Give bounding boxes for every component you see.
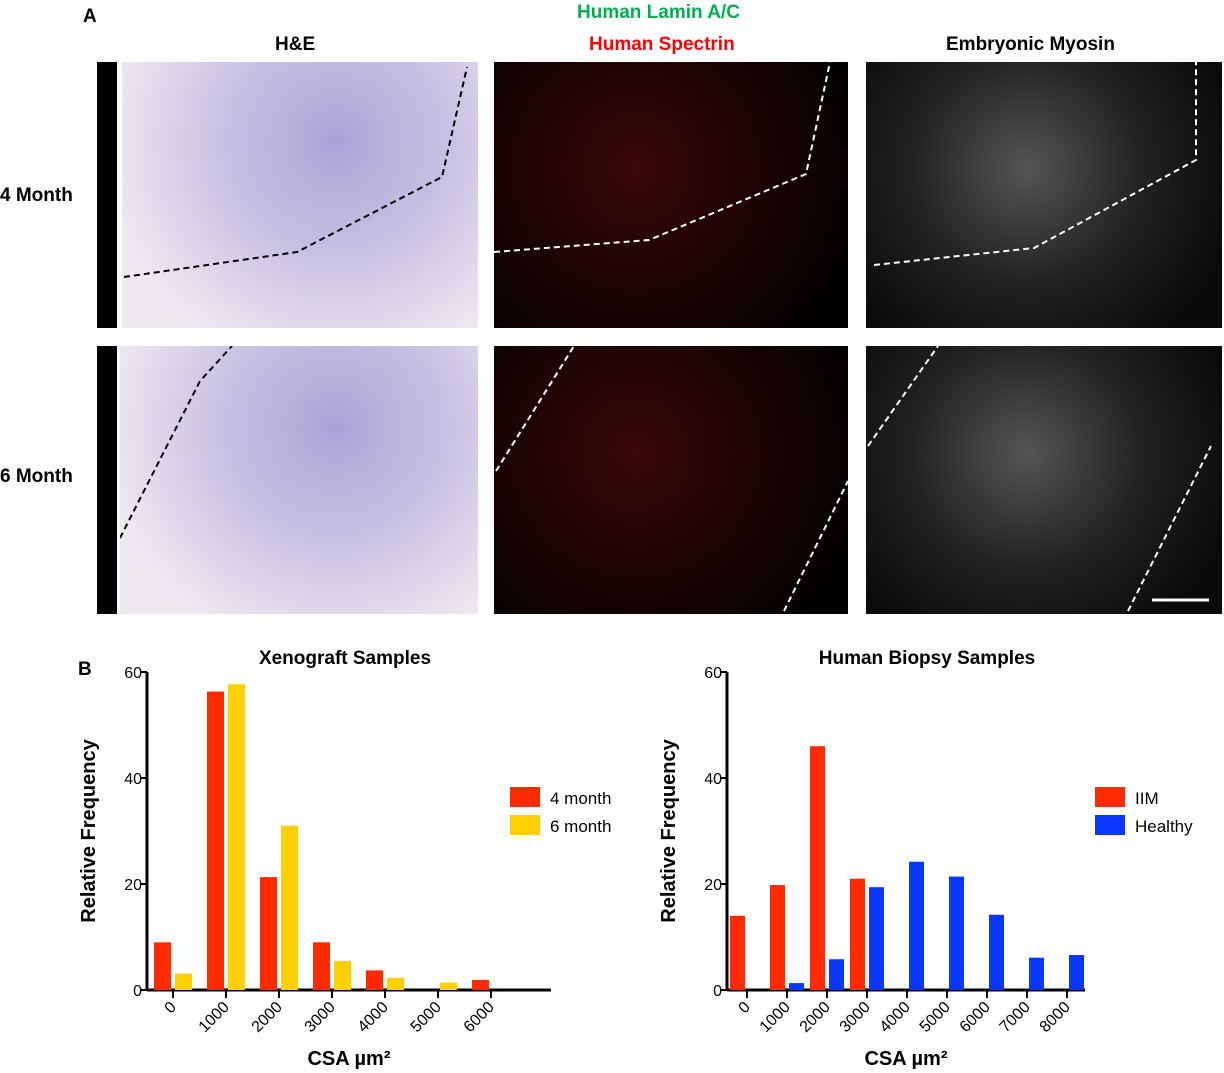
chart-title: Xenograft Samples <box>259 648 431 669</box>
x-tick-label: 5000 <box>408 999 445 1036</box>
lamin-label: Human Lamin A/C <box>577 2 740 23</box>
bar-6-month <box>387 977 404 990</box>
myosin-4month-image <box>866 62 1222 328</box>
y-tick-label: 20 <box>124 877 142 894</box>
x-tick-label: 1000 <box>757 999 794 1036</box>
bar-6-month <box>228 684 245 990</box>
x-tick-label: 8000 <box>1037 999 1074 1036</box>
bar-Healthy <box>949 876 964 990</box>
bar-4-month <box>260 877 277 990</box>
y-tick-label: 20 <box>704 877 722 894</box>
bar-6-month <box>175 973 192 990</box>
x-tick-label: 5000 <box>917 999 954 1036</box>
column-spectrin: Human Spectrin <box>589 34 735 55</box>
bar-IIM <box>810 746 825 990</box>
legend-swatch <box>510 787 540 807</box>
y-tick-label: 40 <box>124 771 142 788</box>
x-tick-label: 4000 <box>877 999 914 1036</box>
row-bar <box>97 62 117 328</box>
legend-swatch <box>510 815 540 835</box>
he-4month-image <box>122 62 478 328</box>
he-6month-image <box>120 346 478 614</box>
bar-4-month <box>154 942 171 990</box>
bar-Healthy <box>1029 957 1044 990</box>
column-he: H&E <box>275 34 316 55</box>
x-tick-label: 0 <box>736 999 754 1017</box>
column-myosin: Embryonic Myosin <box>946 34 1115 55</box>
bar-6-month <box>281 825 298 990</box>
chart-title: Human Biopsy Samples <box>819 648 1035 669</box>
row-4-month: 4 Month <box>0 185 73 206</box>
bar-Healthy <box>789 983 804 990</box>
bar-Healthy <box>1069 955 1084 990</box>
legend-label: IIM <box>1135 789 1159 808</box>
bar-Healthy <box>989 914 1004 990</box>
y-tick-label: 40 <box>704 771 722 788</box>
legend-swatch <box>1095 787 1125 807</box>
xenograft-chart: Xenograft Samples 0 20 40 60 0 1000 2000 3000 400… <box>78 648 611 1070</box>
x-axis-label: CSA µm² <box>864 1048 947 1070</box>
bar-4-month <box>207 691 224 990</box>
x-tick-label: 0 <box>162 999 180 1017</box>
panel-a-label: A <box>83 6 97 27</box>
legend-label: 4 month <box>550 789 611 808</box>
x-tick-label: 3000 <box>837 999 874 1036</box>
bar-4-month <box>472 979 489 990</box>
x-tick-label: 6000 <box>957 999 994 1036</box>
x-tick-label: 6000 <box>461 999 498 1036</box>
y-tick-label: 60 <box>704 665 722 682</box>
x-tick-label: 1000 <box>196 999 233 1036</box>
x-tick-label: 7000 <box>997 999 1034 1036</box>
x-tick-label: 2000 <box>249 999 286 1036</box>
bar-6-month <box>440 982 457 990</box>
row-bar <box>97 346 117 614</box>
fluor-6month-image <box>494 346 848 614</box>
legend-label: Healthy <box>1135 817 1193 836</box>
bar-IIM <box>770 885 785 990</box>
x-tick-label: 4000 <box>355 999 392 1036</box>
bar-Healthy <box>829 959 844 990</box>
bar-IIM <box>850 878 865 990</box>
bar-4-month <box>366 970 383 990</box>
y-tick-label: 0 <box>713 983 722 1000</box>
row-6-month: 6 Month <box>0 466 73 487</box>
legend-label: 6 month <box>550 817 611 836</box>
x-axis-label: CSA µm² <box>307 1048 390 1070</box>
y-tick-label: 0 <box>133 983 142 1000</box>
fluor-4month-image <box>494 62 848 328</box>
y-tick-label: 60 <box>124 665 142 682</box>
bar-Healthy <box>909 861 924 990</box>
bar-Healthy <box>869 887 884 990</box>
bar-4-month <box>313 942 330 990</box>
bar-IIM <box>730 915 745 990</box>
y-axis-label: Relative Frequency <box>78 738 100 922</box>
panel-b-label: B <box>78 659 92 680</box>
y-axis-label: Relative Frequency <box>658 738 680 922</box>
x-tick-label: 3000 <box>302 999 339 1036</box>
x-tick-label: 2000 <box>797 999 834 1036</box>
myosin-6month-image <box>866 346 1222 614</box>
bar-6-month <box>334 960 351 990</box>
legend-swatch <box>1095 815 1125 835</box>
